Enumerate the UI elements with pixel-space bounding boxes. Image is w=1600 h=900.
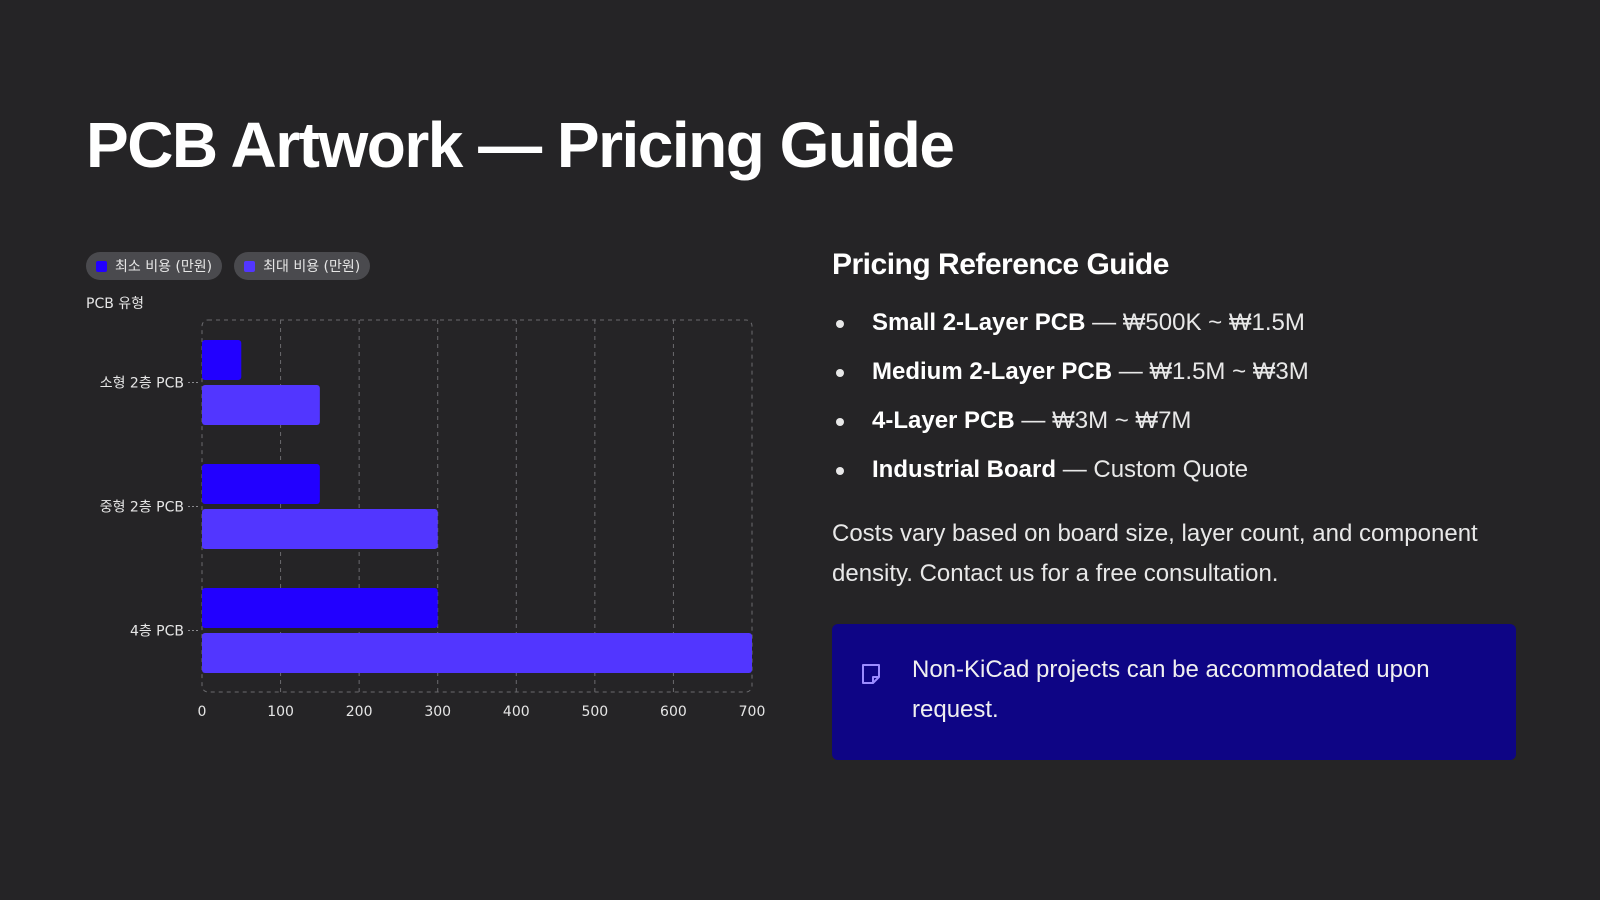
x-tick-label: 0 bbox=[198, 704, 207, 720]
sticky-note-icon bbox=[860, 662, 882, 691]
y-tick-label: 중형 2층 PCB bbox=[100, 500, 184, 516]
price-item-detail: — ₩500K ~ ₩1.5M bbox=[1085, 309, 1305, 336]
pricing-panel: Pricing Reference Guide Small 2-Layer PC… bbox=[832, 248, 1522, 760]
bar-min bbox=[202, 588, 438, 628]
bar-max bbox=[202, 509, 438, 549]
x-tick-label: 400 bbox=[503, 704, 530, 720]
page-title: PCB Artwork — Pricing Guide bbox=[86, 109, 955, 181]
bar-max bbox=[202, 633, 752, 673]
price-item-detail: — ₩3M ~ ₩7M bbox=[1014, 407, 1192, 434]
legend-swatch-min bbox=[96, 260, 107, 272]
bar-max bbox=[202, 385, 320, 425]
price-item-name: Industrial Board bbox=[872, 456, 1057, 483]
info-callout: Non-KiCad projects can be accommodated u… bbox=[832, 624, 1516, 760]
price-item-name: 4-Layer PCB bbox=[872, 407, 1015, 434]
legend-label-max: 최대 비용 (만원) bbox=[263, 259, 361, 275]
price-list: Small 2-Layer PCB — ₩500K ~ ₩1.5M Medium… bbox=[832, 308, 1522, 504]
bullet-icon bbox=[836, 320, 844, 328]
x-tick-label: 200 bbox=[346, 704, 373, 720]
plot-frame bbox=[201, 319, 753, 693]
legend-label-min: 최소 비용 (만원) bbox=[115, 259, 213, 275]
price-item-name: Small 2-Layer PCB bbox=[872, 309, 1086, 336]
bar-min bbox=[202, 464, 320, 504]
section-title: Pricing Reference Guide bbox=[832, 248, 1169, 281]
bar-chart: 최소 비용 (만원) 최대 비용 (만원) PCB 유형 0 100 200 300 4… bbox=[86, 252, 766, 720]
legend-item-min[interactable]: 최소 비용 (만원) bbox=[86, 252, 223, 280]
bar-min bbox=[202, 340, 242, 380]
bullet-icon bbox=[836, 467, 844, 475]
price-item-name: Medium 2-Layer PCB bbox=[872, 358, 1113, 385]
price-item: Small 2-Layer PCB — ₩500K ~ ₩1.5M bbox=[832, 308, 1522, 357]
info-text: Non-KiCad projects can be accommodated u… bbox=[912, 656, 1430, 723]
legend-item-max[interactable]: 최대 비용 (만원) bbox=[234, 252, 371, 280]
x-tick-label: 100 bbox=[267, 704, 294, 720]
bullet-icon bbox=[836, 418, 844, 426]
price-item: Industrial Board — Custom Quote bbox=[832, 455, 1522, 504]
x-tick-label: 600 bbox=[660, 704, 687, 720]
price-item-detail: — Custom Quote bbox=[1056, 456, 1249, 483]
legend-swatch-max bbox=[244, 260, 256, 272]
y-tick-label: 4층 PCB bbox=[130, 624, 184, 640]
x-tick-label: 500 bbox=[581, 704, 608, 720]
pricing-note: Costs vary based on board size, layer co… bbox=[832, 520, 1478, 587]
y-axis-title: PCB 유형 bbox=[86, 296, 145, 312]
x-tick-label: 700 bbox=[739, 704, 766, 720]
price-item: Medium 2-Layer PCB — ₩1.5M ~ ₩3M bbox=[832, 357, 1522, 406]
y-tick-label: 소형 2층 PCB bbox=[100, 376, 184, 392]
x-tick-label: 300 bbox=[424, 704, 451, 720]
price-item: 4-Layer PCB — ₩3M ~ ₩7M bbox=[832, 406, 1522, 455]
price-item-detail: — ₩1.5M ~ ₩3M bbox=[1112, 358, 1309, 385]
chart-legend: 최소 비용 (만원) 최대 비용 (만원) bbox=[86, 252, 371, 280]
bullet-icon bbox=[836, 369, 844, 377]
chart-plot: 0 100 200 300 400 500 600 700 소형 2층 PCB 중형 2층 PCB… bbox=[100, 319, 766, 720]
